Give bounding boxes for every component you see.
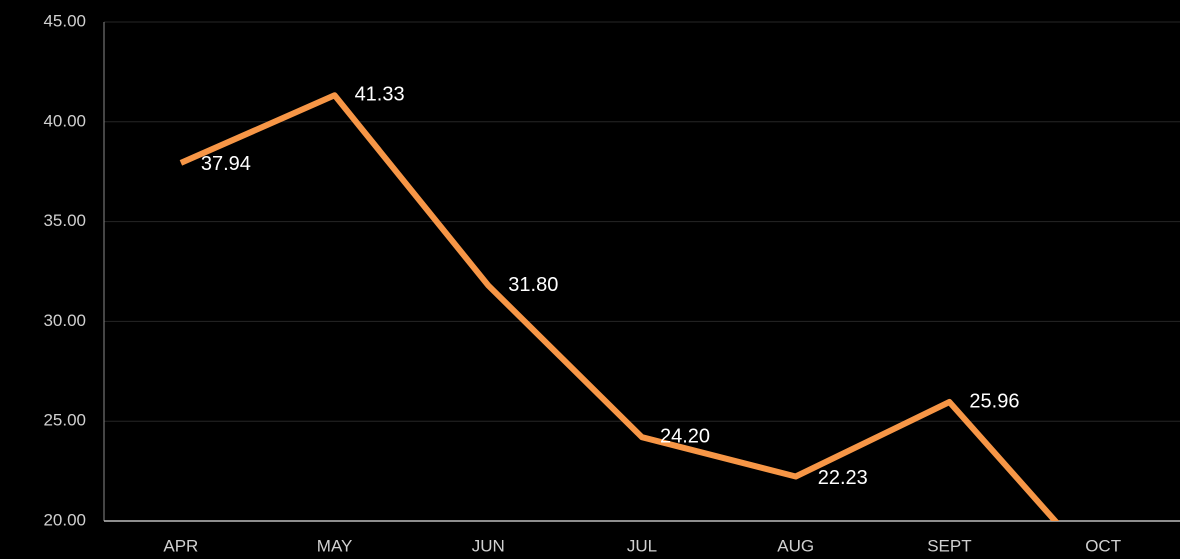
y-tick-label: 20.00 [43,510,86,529]
y-tick-label: 35.00 [43,211,86,230]
y-tick-label: 25.00 [43,411,86,430]
y-tick-label: 30.00 [43,311,86,330]
y-tick-label: 45.00 [43,11,86,30]
x-tick-label: JUN [472,536,505,555]
data-label: 31.80 [508,274,558,296]
data-line [179,92,1060,521]
y-tick-label: 40.00 [43,111,86,130]
x-tick-label: OCT [1085,536,1121,555]
x-tick-label: MAY [317,536,353,555]
x-tick-label: AUG [777,536,814,555]
x-tick-label: JUL [627,536,657,555]
data-label: 24.20 [660,425,710,447]
x-tick-label: APR [163,536,198,555]
x-tick-label: SEPT [927,536,971,555]
data-label: 41.33 [355,84,405,106]
data-label: 37.94 [201,153,251,175]
data-label: 22.23 [818,467,868,489]
data-label: 25.96 [969,390,1019,412]
